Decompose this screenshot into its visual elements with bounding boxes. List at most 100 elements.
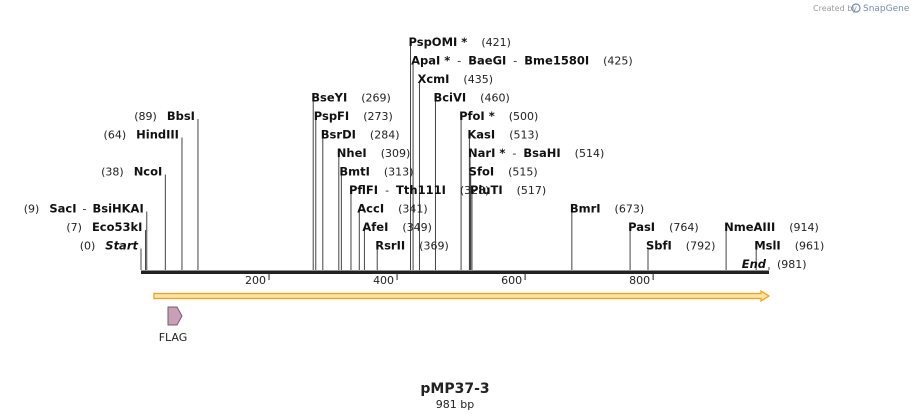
site-position: (435) [463, 73, 493, 86]
site-name: BmtI [339, 165, 370, 179]
site-name: SacI [49, 202, 76, 216]
site-name: BmrI [570, 202, 601, 216]
site-name: HindIII [136, 128, 179, 142]
site-position: (513) [509, 129, 539, 142]
site-bbsi[interactable]: (89) BbsI [134, 109, 195, 123]
site-position: (981) [777, 258, 807, 271]
site-position: (89) [134, 110, 157, 123]
site-bmti[interactable]: BmtI (313) [339, 165, 413, 179]
site-separator: - [82, 203, 86, 216]
site-pluti[interactable]: PluTI (517) [470, 183, 546, 197]
site-name: XcmI [417, 72, 449, 86]
site-kasi[interactable]: KasI (513) [467, 128, 538, 142]
site-position: (673) [615, 203, 645, 216]
site-name: PluTI [470, 183, 503, 197]
features: FLAG [159, 306, 188, 344]
snapgene-logo-icon [851, 3, 861, 13]
orf-arrow[interactable] [153, 289, 771, 303]
site-name: Tth111I [396, 183, 446, 197]
site-position: (64) [104, 129, 127, 142]
site-saci[interactable]: (9) SacI - BsiHKAI [24, 202, 144, 216]
site-name: Start [105, 239, 138, 253]
site-bmri[interactable]: BmrI (673) [570, 202, 644, 216]
site-apai[interactable]: ApaI * - BaeGI - Bme1580I (425) [411, 54, 633, 68]
site-labels: (0) Start(7) Eco53kI(9) SacI - BsiHKAI(38) Nco… [24, 35, 825, 271]
site-nhei[interactable]: NheI (309) [337, 146, 410, 160]
orf-arrow-shape [153, 289, 771, 303]
site-pflfi[interactable]: PflFI - Tth111I (328) [349, 183, 490, 197]
site-nari[interactable]: NarI * - BsaHI (514) [468, 146, 604, 160]
site-position: (313) [384, 166, 414, 179]
site-name: NmeAIII [724, 220, 775, 234]
site-position: (9) [24, 203, 40, 216]
ruler-tick-label: 600 [501, 274, 522, 287]
feature-flag-arrow[interactable] [167, 306, 183, 326]
site-pspfi[interactable]: PspFI (273) [314, 109, 393, 123]
site-separator: - [457, 55, 461, 68]
backbone-highlight [141, 270, 769, 271]
site-position: (0) [80, 240, 96, 253]
site-name: NarI * [468, 146, 505, 160]
site-bsrdi[interactable]: BsrDI (284) [321, 128, 400, 142]
site-sfoi[interactable]: SfoI (515) [469, 165, 538, 179]
site-position: (460) [480, 92, 510, 105]
site-ncoi[interactable]: (38) NcoI [101, 165, 162, 179]
ruler-tick-label: 200 [245, 274, 266, 287]
ruler: 200 400 600 800 [245, 274, 654, 287]
site-name: BaeGI [468, 54, 506, 68]
site-hindiii[interactable]: (64) HindIII [104, 128, 179, 142]
site-position: (369) [419, 240, 449, 253]
credit-prefix: Created by [813, 4, 857, 13]
credit: Created by SnapGene [813, 3, 910, 14]
map-title: pMP37-3 [420, 381, 489, 397]
site-end[interactable]: End (981) [742, 257, 807, 271]
backbone-bar [141, 270, 769, 274]
site-position: (792) [686, 240, 716, 253]
site-pasi[interactable]: PasI (764) [628, 220, 699, 234]
site-name: BciVI [433, 91, 466, 105]
site-position: (500) [509, 110, 539, 123]
site-position: (341) [398, 203, 428, 216]
site-acci[interactable]: AccI (341) [357, 202, 427, 216]
site-name: Bme1580I [524, 54, 589, 68]
site-name: BsiHKAI [92, 202, 143, 216]
site-start[interactable]: (0) Start [80, 239, 139, 253]
site-name: PflFI [349, 183, 378, 197]
site-position: (269) [361, 92, 391, 105]
site-rsrii[interactable]: RsrII (369) [375, 239, 449, 253]
site-position: (328) [460, 184, 490, 197]
site-bcivi[interactable]: BciVI (460) [433, 91, 509, 105]
backbone [141, 270, 769, 274]
site-separator: - [512, 147, 516, 160]
site-name: KasI [467, 128, 495, 142]
site-name: SbfI [646, 239, 672, 253]
site-psp0mi[interactable]: PspOMI * (421) [409, 35, 511, 49]
site-name: End [742, 257, 767, 271]
site-name: PspFI [314, 109, 349, 123]
site-name: BseYI [311, 91, 347, 105]
site-name: RsrII [375, 239, 405, 253]
credit-brand: SnapGene [863, 4, 910, 14]
feature-label: FLAG [159, 331, 188, 344]
site-position: (309) [381, 147, 411, 160]
site-position: (961) [795, 240, 825, 253]
site-separator: - [385, 184, 389, 197]
site-name: AfeI [362, 220, 388, 234]
site-pfoi[interactable]: PfoI * (500) [459, 109, 538, 123]
site-name: PfoI * [459, 109, 495, 123]
site-msli[interactable]: MslI (961) [754, 239, 824, 253]
site-position: (284) [370, 129, 400, 142]
site-name: SfoI [469, 165, 494, 179]
site-nmeaiii[interactable]: NmeAIII (914) [724, 220, 819, 234]
site-name: PspOMI * [409, 35, 468, 49]
site-eco53ki[interactable]: (7) Eco53kI [66, 220, 142, 234]
site-position: (273) [363, 110, 393, 123]
site-xcmi[interactable]: XcmI (435) [417, 72, 493, 86]
site-afei[interactable]: AfeI (349) [362, 220, 432, 234]
site-sbfi[interactable]: SbfI (792) [646, 239, 715, 253]
site-bseyi[interactable]: BseYI (269) [311, 91, 391, 105]
site-position: (764) [669, 221, 699, 234]
site-position: (514) [575, 147, 605, 160]
site-name: BsrDI [321, 128, 356, 142]
